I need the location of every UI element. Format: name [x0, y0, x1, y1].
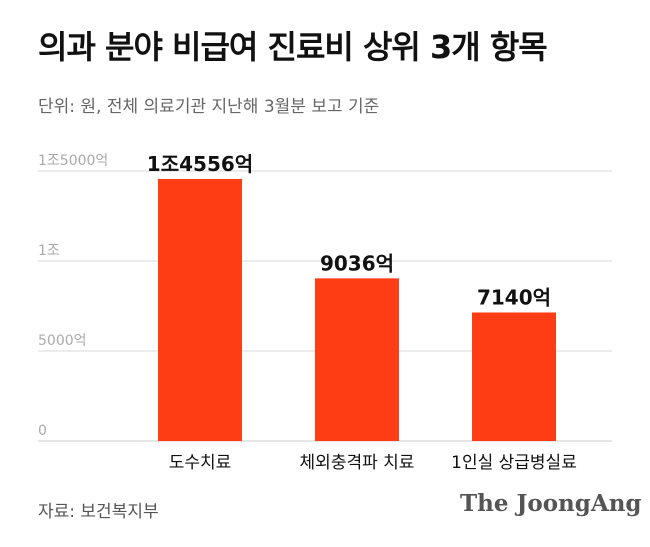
y-tick-label: 5000억	[38, 333, 87, 349]
x-tick-label: 체외충격파 치료	[300, 453, 415, 473]
data-label: 9036억	[320, 251, 394, 275]
chart-subtitle: 단위: 원, 전체 의료기관 지난해 3월분 보고 기준	[38, 97, 380, 117]
data-label: 1조4556억	[147, 152, 253, 176]
y-tick-label: 1조5000억	[38, 153, 108, 169]
source-note: 자료: 보건복지부	[38, 502, 159, 522]
bar	[472, 312, 556, 441]
data-label: 7140억	[477, 285, 551, 309]
x-tick-label: 1인실 상급병실료	[451, 453, 577, 473]
chart-title: 의과 분야 비급여 진료비 상위 3개 항목	[38, 28, 548, 66]
bar	[315, 278, 399, 441]
y-tick-label: 1조	[38, 243, 60, 259]
brand-logo: The JoongAng	[460, 490, 642, 517]
bar	[158, 178, 242, 441]
y-tick-label: 0	[38, 423, 47, 439]
x-tick-label: 도수치료	[169, 453, 232, 473]
